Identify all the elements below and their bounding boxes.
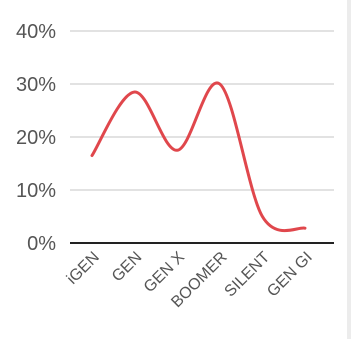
panel-edge xyxy=(347,0,351,339)
x-tick-label: iGEN xyxy=(64,249,103,288)
x-tick-label: GEN xyxy=(109,249,146,286)
x-tick-label: GEN GI xyxy=(264,249,316,301)
x-tick-label: SILENT xyxy=(222,249,274,301)
y-tick-label: 30% xyxy=(16,74,56,96)
y-axis-ticks: 0% 10% 20% 30% 40% xyxy=(16,21,56,255)
y-tick-label: 20% xyxy=(16,127,56,149)
y-tick-label: 40% xyxy=(16,21,56,43)
y-tick-label: 0% xyxy=(27,233,56,255)
gridlines xyxy=(70,30,334,244)
series-line xyxy=(90,81,307,233)
series-layer xyxy=(90,81,307,233)
y-tick-label: 10% xyxy=(16,180,56,202)
